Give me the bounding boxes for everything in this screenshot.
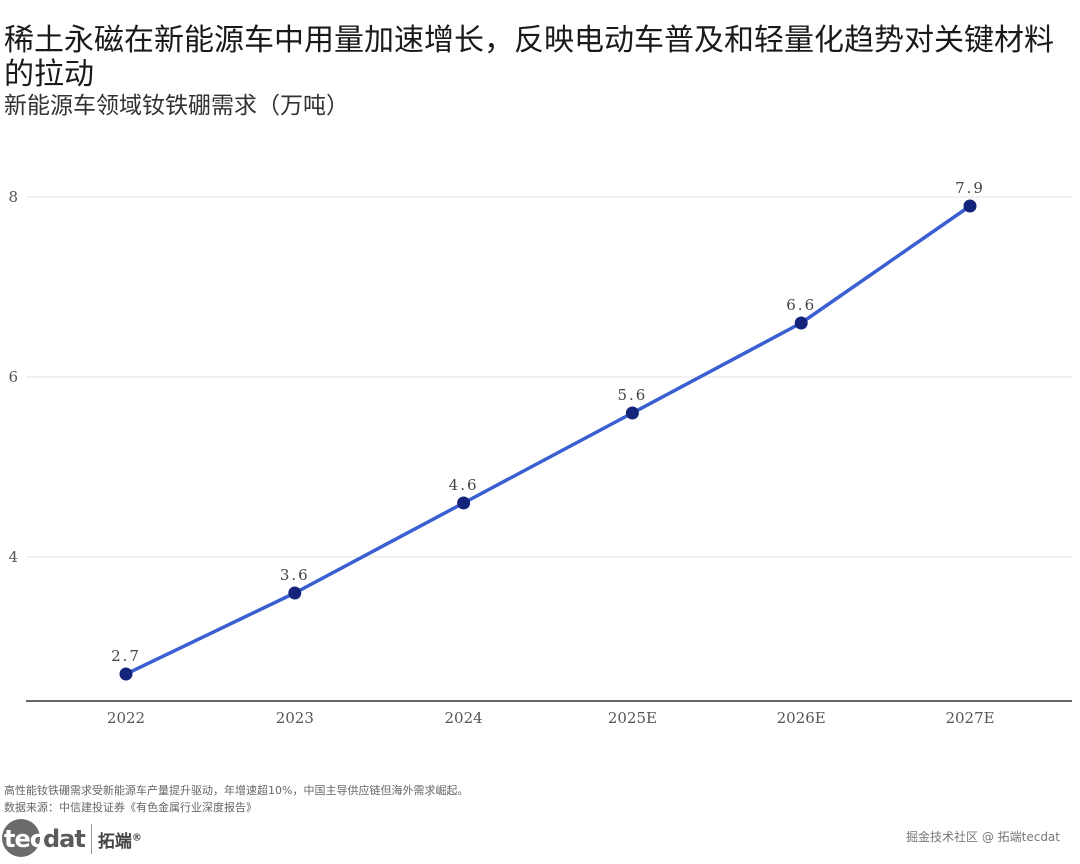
data-point	[119, 667, 133, 681]
logo-dat: dat	[42, 825, 86, 853]
data-point	[963, 199, 977, 213]
logo-divider	[90, 824, 92, 854]
logo-tec: tec	[4, 825, 44, 853]
data-label: 3.6	[280, 566, 310, 584]
line-chart: 4 6 8 2022 2023 2024 2025E 2026E 2027E 2.7 3.6 4.…	[8, 179, 1072, 727]
logo-cn: 拓端®	[98, 827, 142, 852]
y-tick-label: 6	[8, 368, 18, 386]
logo-cn-text: 拓端	[97, 831, 132, 852]
logo-circle-icon	[2, 819, 40, 857]
data-label: 7.9	[955, 179, 985, 197]
data-label: 4.6	[449, 476, 479, 494]
x-tick-label: 2022	[107, 709, 145, 727]
data-labels: 2.7 3.6 4.6 5.6 6.6 7.9	[111, 179, 985, 665]
footer-notes: 高性能钕铁硼需求受新能源车产量提升驱动，年增速超10%，中国主导供应链但海外需求…	[4, 782, 468, 816]
footer-note: 高性能钕铁硼需求受新能源车产量提升驱动，年增速超10%，中国主导供应链但海外需求…	[4, 784, 469, 797]
data-label: 2.7	[111, 647, 141, 665]
logo-mark: tecdat	[2, 819, 86, 857]
data-label: 6.6	[786, 296, 816, 314]
series-line	[124, 204, 972, 676]
data-point	[794, 316, 808, 330]
logo-registered: ®	[131, 831, 142, 843]
x-tick-label: 2025E	[608, 709, 657, 727]
x-tick-labels: 2022 2023 2024 2025E 2026E 2027E	[107, 709, 995, 727]
x-tick-label: 2027E	[945, 709, 994, 727]
x-tick-label: 2026E	[777, 709, 826, 727]
data-label: 5.6	[617, 386, 647, 404]
data-point	[625, 406, 639, 420]
grid-lines	[26, 196, 1072, 558]
y-tick-label: 8	[8, 188, 18, 206]
footer-source: 数据来源：中信建投证券《有色金属行业深度报告》	[4, 801, 257, 814]
data-point	[457, 496, 471, 510]
data-points	[119, 199, 977, 681]
x-tick-label: 2023	[276, 709, 314, 727]
x-tick-label: 2024	[445, 709, 483, 727]
watermark: 掘金技术社区 @ 拓端tecdat	[906, 830, 1060, 844]
chart-subtitle: 新能源车领域钕铁硼需求（万吨）	[4, 93, 349, 119]
chart-title: 稀土永磁在新能源车中用量加速增长，反映电动车普及和轻量化趋势对关键材料的拉动	[4, 23, 1054, 92]
y-tick-label: 4	[8, 548, 18, 566]
tecdat-logo: tecdat 拓端®	[2, 818, 142, 860]
y-tick-labels: 4 6 8	[8, 188, 18, 566]
data-point	[288, 586, 302, 600]
